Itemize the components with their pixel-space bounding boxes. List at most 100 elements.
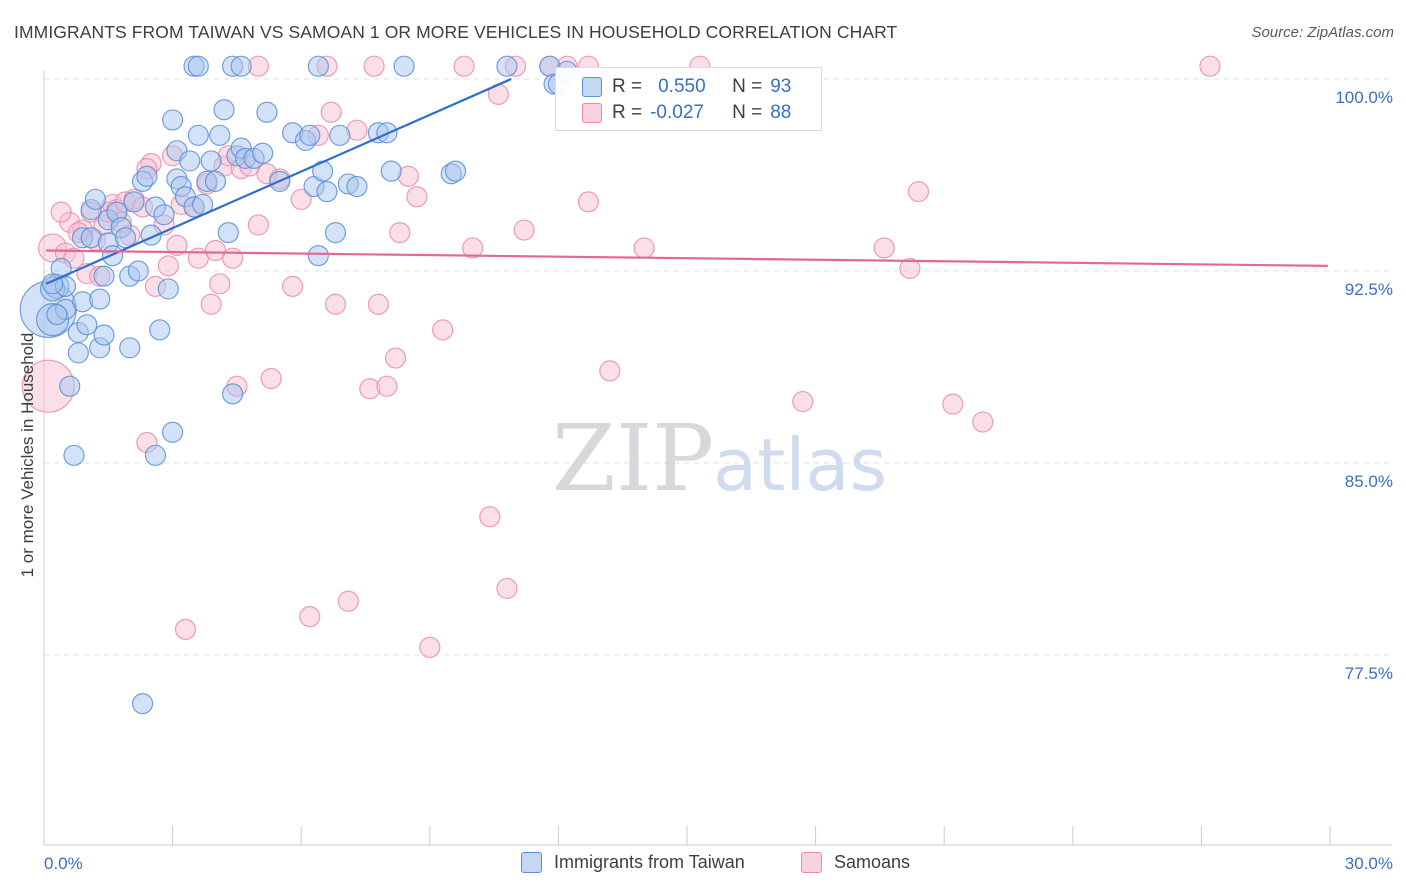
samoans-trend-line xyxy=(46,249,1328,267)
stats-legend: R = 0.550 N = 93 R = -0.027 N = 88 xyxy=(555,67,822,131)
taiwan-point xyxy=(119,337,141,359)
y-tick-label: 85.0% xyxy=(1345,472,1393,491)
taiwan-point xyxy=(230,55,252,77)
samoans-point xyxy=(247,214,269,236)
samoans-points xyxy=(21,55,1221,658)
samoans-point xyxy=(157,255,179,277)
taiwan-point xyxy=(93,265,115,287)
legend-row-samoans: R = -0.027 N = 88 xyxy=(556,100,791,126)
taiwan-point xyxy=(153,204,175,226)
samoans-point xyxy=(462,237,484,259)
taiwan-point xyxy=(131,693,154,715)
r-label: R = xyxy=(612,102,643,123)
taiwan-point xyxy=(67,342,89,364)
x-tick-labels: 0.0% 30.0% xyxy=(44,854,1393,873)
taiwan-point xyxy=(256,101,278,123)
taiwan-point xyxy=(252,142,274,164)
n-label: N = xyxy=(732,102,763,123)
taiwan-point xyxy=(204,170,227,192)
taiwan-point xyxy=(200,150,222,172)
samoans-point xyxy=(174,618,197,641)
samoans-point xyxy=(389,222,411,244)
samoans-point xyxy=(290,188,312,210)
samoans-point xyxy=(282,275,304,297)
taiwan-point xyxy=(307,245,329,267)
y-tick-label: 100.0% xyxy=(1335,88,1393,107)
legend-item-taiwan[interactable]: Immigrants from Taiwan xyxy=(521,852,745,873)
taiwan-point xyxy=(149,319,171,341)
samoans-point xyxy=(1199,55,1221,77)
r-label: R = xyxy=(612,76,643,97)
axes xyxy=(43,70,1392,846)
samoans-point xyxy=(50,201,72,223)
taiwan-point xyxy=(329,124,351,146)
samoans-point xyxy=(513,219,535,241)
taiwan-point xyxy=(46,303,68,326)
taiwan-point xyxy=(444,160,467,182)
taiwan-points xyxy=(19,55,578,715)
trend-lines xyxy=(45,77,1328,285)
samoans-point xyxy=(320,101,342,123)
samoans-point xyxy=(384,347,407,369)
legend-taiwan-label: Immigrants from Taiwan xyxy=(554,852,745,872)
taiwan-point xyxy=(217,222,239,244)
taiwan-point xyxy=(209,124,231,146)
samoans-point xyxy=(200,293,222,315)
series-legend: Immigrants from Taiwan Samoans xyxy=(0,852,1406,878)
taiwan-point xyxy=(346,175,368,198)
taiwan-point xyxy=(222,383,244,405)
taiwan-point xyxy=(496,55,518,77)
samoans-point xyxy=(873,237,895,259)
taiwan-r-value: 0.550 xyxy=(658,76,706,97)
samoans-point xyxy=(166,234,188,256)
watermark-atlas: atlas xyxy=(713,423,887,507)
taiwan-point xyxy=(187,55,209,77)
samoans-point xyxy=(577,191,600,213)
taiwan-point xyxy=(299,124,321,146)
samoans-point xyxy=(376,375,398,397)
samoans-point xyxy=(367,293,389,315)
samoans-point xyxy=(907,181,930,203)
taiwan-point xyxy=(59,375,81,397)
pink-swatch-icon xyxy=(582,103,602,123)
samoans-point xyxy=(432,319,454,341)
y-tick-labels: 100.0% 92.5% 85.0% 77.5% xyxy=(1335,88,1393,683)
taiwan-point xyxy=(187,124,209,146)
samoans-point xyxy=(406,186,428,208)
samoans-point xyxy=(363,55,385,77)
taiwan-point xyxy=(123,191,145,213)
y-tick-label: 92.5% xyxy=(1345,280,1393,299)
taiwan-point xyxy=(63,444,85,466)
taiwan-point xyxy=(136,165,158,187)
legend-samoans-label: Samoans xyxy=(834,852,911,872)
taiwan-point xyxy=(162,421,184,443)
samoans-point xyxy=(633,237,655,259)
samoans-point xyxy=(942,393,964,415)
taiwan-point xyxy=(127,260,149,282)
chart-title: IMMIGRANTS FROM TAIWAN VS SAMOAN 1 OR MO… xyxy=(14,22,898,42)
blue-swatch-icon xyxy=(521,852,542,873)
samoans-point xyxy=(496,577,518,600)
taiwan-point xyxy=(162,109,184,131)
taiwan-point xyxy=(157,278,179,300)
samoans-point xyxy=(337,590,359,612)
samoans-point xyxy=(209,273,231,295)
source-credit: Source: ZipAtlas.com xyxy=(1251,24,1394,41)
taiwan-point xyxy=(324,222,347,244)
samoans-r-value: -0.027 xyxy=(650,102,704,123)
legend-row-taiwan: R = 0.550 N = 93 xyxy=(556,74,791,100)
samoans-point xyxy=(299,605,321,628)
taiwan-point xyxy=(213,99,235,121)
samoans-point xyxy=(792,390,814,413)
samoans-point xyxy=(324,293,347,315)
samoans-point xyxy=(260,367,282,390)
y-tick-label: 77.5% xyxy=(1345,664,1393,683)
taiwan-trend-line xyxy=(45,77,512,285)
taiwan-point xyxy=(380,160,402,182)
legend-item-samoans[interactable]: Samoans xyxy=(801,852,910,873)
samoans-point xyxy=(479,506,501,528)
taiwan-point xyxy=(316,181,338,203)
samoans-point xyxy=(972,411,994,433)
taiwan-point xyxy=(89,288,111,310)
